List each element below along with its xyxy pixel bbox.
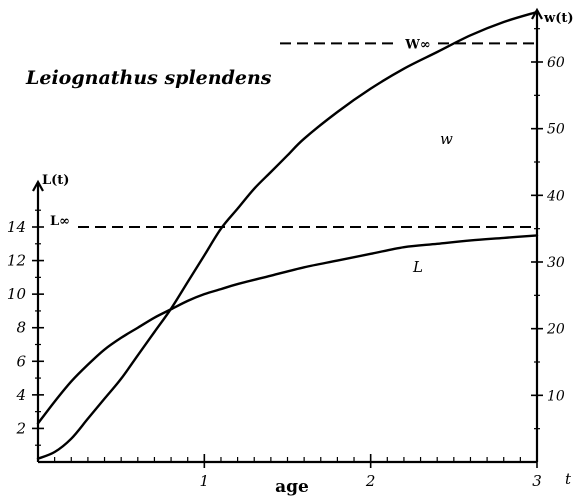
left-y-tick-label: 14 bbox=[7, 218, 26, 236]
right-y-tick-label: 30 bbox=[547, 255, 565, 271]
series-label-L: L bbox=[412, 258, 423, 276]
left-y-tick-label: 4 bbox=[15, 386, 26, 404]
right-y-tick-label: 20 bbox=[546, 322, 565, 338]
left-y-tick-label: 12 bbox=[7, 252, 26, 270]
length-curve-L bbox=[36, 234, 539, 425]
weight-curve-w bbox=[36, 10, 539, 460]
right-y-tick-label: 10 bbox=[547, 388, 565, 404]
x-axis-label: age bbox=[275, 477, 309, 497]
l-infinity-label: L∞ bbox=[50, 214, 70, 229]
left-axis-arrow bbox=[32, 179, 44, 192]
left-y-tick-label: 2 bbox=[15, 419, 26, 437]
w-infinity-label: W∞ bbox=[404, 37, 430, 52]
left-y-tick-label: 8 bbox=[16, 319, 26, 337]
left-y-tick-label: 10 bbox=[7, 285, 27, 303]
right-y-tick-label: 40 bbox=[546, 188, 565, 204]
right-y-tick-label: 50 bbox=[547, 122, 565, 138]
x-tick-label: 1 bbox=[200, 472, 210, 490]
x-tick-label: 2 bbox=[365, 472, 376, 490]
series-label-w: w bbox=[440, 130, 453, 148]
x-axis-end-label: t bbox=[565, 470, 572, 488]
chart-title: Leiognathus splendens bbox=[25, 67, 272, 89]
asymptotes-group: L∞ W∞ bbox=[50, 37, 537, 229]
left-axis-name: L(t) bbox=[42, 173, 69, 188]
right-axis-name: w(t) bbox=[543, 11, 574, 26]
curves-group bbox=[36, 10, 539, 460]
labels-group: Lw Leiognathus splendens L(t) w(t) age t bbox=[25, 11, 574, 497]
right-y-tick-label: 60 bbox=[547, 55, 565, 71]
left-y-tick-label: 6 bbox=[16, 352, 26, 370]
right-axis-arrow bbox=[531, 7, 543, 20]
x-tick-label: 3 bbox=[532, 472, 542, 490]
